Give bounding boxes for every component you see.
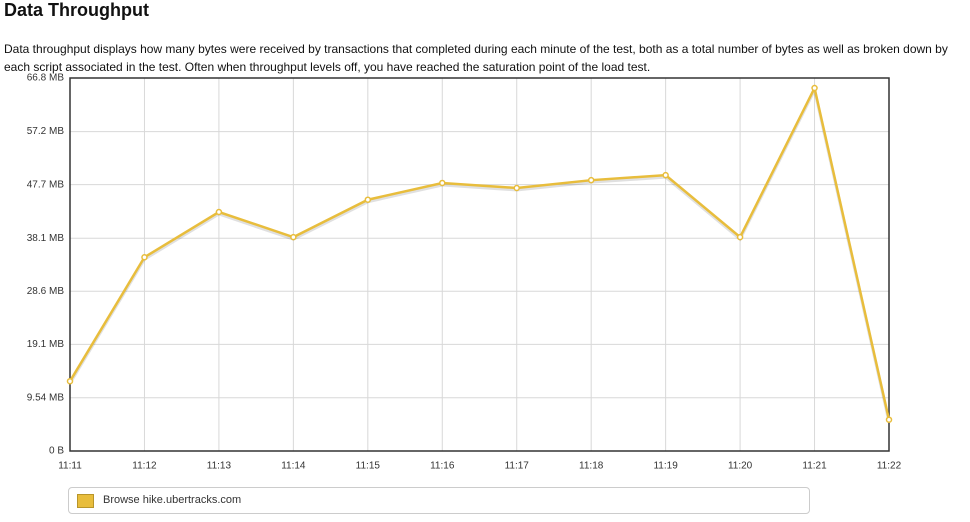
y-tick-label: 47.7 MB <box>27 179 65 190</box>
x-tick-label: 11:16 <box>430 461 455 472</box>
point <box>66 377 74 385</box>
point <box>811 84 818 92</box>
y-tick-label: 0 B <box>49 446 64 457</box>
line-shadow <box>68 85 891 423</box>
point <box>885 416 893 423</box>
legend-label: Browse hike.ubertracks.com <box>103 494 242 506</box>
series-line <box>68 84 891 421</box>
point <box>439 179 446 187</box>
x-tick-label: 11:13 <box>207 461 232 472</box>
x-tick-label: 11:19 <box>653 461 678 472</box>
x-tick-label: 11:17 <box>505 461 530 472</box>
x-tick-label: 11:15 <box>356 461 381 472</box>
x-tick-label: 11:18 <box>579 461 604 472</box>
point <box>662 171 669 179</box>
legend: Browse hike.ubertracks.com <box>68 487 810 514</box>
y-tick-label: 57.2 MB <box>27 126 65 137</box>
x-tick-label: 11:11 <box>58 461 82 472</box>
y-tick-label: 19.1 MB <box>27 339 65 350</box>
description: Data throughput displays how many bytes … <box>4 42 948 74</box>
point <box>215 208 223 216</box>
y-tick-label: 9.54 MB <box>27 392 65 403</box>
x-tick-label: 11:22 <box>877 461 902 472</box>
x-tick-label: 11:12 <box>132 461 157 472</box>
y-tick-label: 38.1 MB <box>27 233 65 244</box>
point <box>290 233 297 241</box>
x-tick-label: 11:14 <box>281 461 306 472</box>
y-tick-label: 66.8 MB <box>27 73 65 84</box>
x-tick-label: 11:20 <box>728 461 753 472</box>
legend-swatch <box>77 494 94 508</box>
point <box>736 233 744 241</box>
x-tick-label: 11:21 <box>802 461 827 472</box>
page-title: Data Throughput <box>4 0 149 20</box>
point <box>141 253 148 261</box>
chart: 0 B 9.54 MB 19.1 MB 28.6 MB 38.1 MB 47.7 MB 57… <box>27 73 902 472</box>
point <box>587 176 595 184</box>
point <box>364 196 372 203</box>
plot-frame <box>69 77 890 452</box>
point <box>513 184 520 192</box>
y-tick-label: 28.6 MB <box>27 286 65 297</box>
